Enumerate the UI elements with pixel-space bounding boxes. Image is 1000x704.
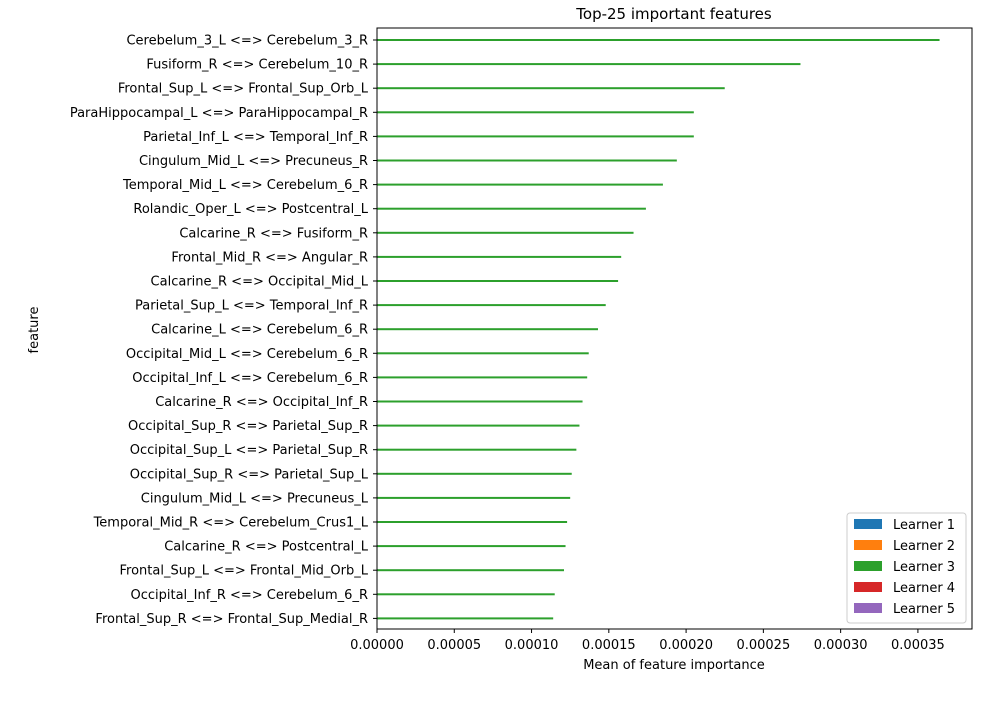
y-tick-label: Calcarine_L <=> Cerebelum_6_R bbox=[151, 323, 368, 338]
legend-label-1: Learner 1 bbox=[893, 518, 955, 533]
y-tick-label: Frontal_Mid_R <=> Angular_R bbox=[171, 250, 368, 265]
bars-group bbox=[377, 39, 940, 620]
y-tick-label: Fusiform_R <=> Cerebelum_10_R bbox=[146, 58, 368, 73]
y-tick-label: Parietal_Sup_L <=> Temporal_Inf_R bbox=[135, 299, 368, 314]
bar-learner-3-10 bbox=[377, 280, 619, 282]
legend-label-3: Learner 3 bbox=[893, 560, 955, 575]
y-tick-label: Occipital_Inf_L <=> Cerebelum_6_R bbox=[132, 371, 368, 386]
x-ticks-group: 0.00000 0.00005 0.00010 0.00015 0.00020 0.000… bbox=[350, 629, 945, 653]
y-tick-label: Cingulum_Mid_L <=> Precuneus_R bbox=[139, 154, 368, 169]
bar-learner-3-3 bbox=[377, 111, 694, 114]
y-tick-label: Rolandic_Oper_L <=> Postcentral_L bbox=[133, 202, 368, 217]
x-tick-label: 0.00020 bbox=[659, 638, 713, 653]
y-tick-label: Frontal_Sup_L <=> Frontal_Sup_Orb_L bbox=[118, 82, 369, 97]
y-tick-label: Occipital_Inf_R <=> Cerebelum_6_R bbox=[130, 588, 368, 603]
y-tick-label: Parietal_Inf_L <=> Temporal_Inf_R bbox=[143, 130, 368, 145]
bar-learner-3-20 bbox=[377, 521, 568, 523]
bar-learner-3-22 bbox=[377, 569, 564, 572]
y-tick-label: Frontal_Sup_R <=> Frontal_Sup_Medial_R bbox=[95, 612, 368, 627]
bar-learner-3-11 bbox=[377, 304, 606, 307]
plot-frame bbox=[376, 27, 973, 630]
y-axis-label: feature bbox=[27, 307, 42, 354]
y-tick-label: Occipital_Mid_L <=> Cerebelum_6_R bbox=[126, 347, 368, 362]
bar-learner-3-8 bbox=[377, 231, 634, 234]
x-tick-label: 0.00000 bbox=[350, 638, 404, 653]
x-tick-label: 0.00010 bbox=[505, 638, 559, 653]
y-tick-label: Calcarine_R <=> Fusiform_R bbox=[179, 226, 368, 241]
y-ticks-group: Cerebelum_3_L <=> Cerebelum_3_R Fusiform_… bbox=[70, 34, 377, 627]
legend-swatch-2 bbox=[854, 540, 882, 550]
bar-learner-3-1 bbox=[377, 63, 801, 66]
bar-learner-3-12 bbox=[377, 328, 598, 331]
bar-learner-3-14 bbox=[377, 376, 588, 379]
y-tick-label: Temporal_Mid_R <=> Cerebelum_Crus1_L bbox=[93, 516, 369, 531]
x-tick-label: 0.00025 bbox=[736, 638, 790, 653]
y-tick-label: Frontal_Sup_L <=> Frontal_Mid_Orb_L bbox=[120, 564, 369, 579]
legend-label-4: Learner 4 bbox=[893, 581, 955, 596]
bar-learner-3-15 bbox=[377, 400, 583, 403]
y-tick-label: Cerebelum_3_L <=> Cerebelum_3_R bbox=[126, 34, 368, 49]
bar-learner-3-19 bbox=[377, 496, 571, 499]
bar-learner-3-17 bbox=[377, 448, 577, 451]
y-tick-label: Temporal_Mid_L <=> Cerebelum_6_R bbox=[122, 178, 368, 193]
y-tick-label: Calcarine_R <=> Postcentral_L bbox=[164, 540, 369, 555]
x-axis-label: Mean of feature importance bbox=[583, 658, 765, 673]
bar-learner-3-23 bbox=[377, 593, 555, 596]
legend-label-2: Learner 2 bbox=[893, 539, 955, 554]
bar-learner-3-0 bbox=[377, 39, 940, 41]
legend: Learner 1 Learner 2 Learner 3 Learner 4 Lear… bbox=[846, 512, 967, 624]
bar-learner-3-16 bbox=[377, 424, 580, 427]
bar-learner-3-13 bbox=[377, 352, 589, 355]
bar-learner-3-4 bbox=[377, 135, 694, 138]
y-tick-label: Occipital_Sup_L <=> Parietal_Sup_R bbox=[130, 443, 368, 458]
legend-swatch-1 bbox=[854, 519, 882, 529]
legend-label-5: Learner 5 bbox=[893, 602, 955, 617]
legend-swatch-5 bbox=[854, 603, 882, 613]
legend-swatch-4 bbox=[854, 582, 882, 592]
x-tick-label: 0.00005 bbox=[427, 638, 481, 653]
bar-learner-3-9 bbox=[377, 255, 622, 258]
bar-learner-3-18 bbox=[377, 472, 572, 475]
y-tick-label: Occipital_Sup_R <=> Parietal_Sup_L bbox=[130, 467, 369, 482]
y-tick-label: ParaHippocampal_L <=> ParaHippocampal_R bbox=[70, 106, 368, 121]
x-tick-label: 0.00030 bbox=[814, 638, 868, 653]
y-tick-label: Cingulum_Mid_L <=> Precuneus_L bbox=[141, 491, 369, 506]
y-tick-label: Calcarine_R <=> Occipital_Inf_R bbox=[155, 395, 368, 410]
bar-learner-3-2 bbox=[377, 87, 725, 90]
y-tick-label: Occipital_Sup_R <=> Parietal_Sup_R bbox=[128, 419, 368, 434]
x-tick-label: 0.00035 bbox=[891, 638, 945, 653]
bar-learner-3-6 bbox=[377, 183, 663, 186]
bar-learner-3-5 bbox=[377, 159, 677, 162]
bar-learner-3-21 bbox=[377, 545, 566, 548]
y-tick-label: Calcarine_R <=> Occipital_Mid_L bbox=[151, 275, 369, 290]
legend-swatch-3 bbox=[854, 561, 882, 571]
bar-learner-3-24 bbox=[377, 617, 554, 620]
x-tick-label: 0.00015 bbox=[582, 638, 636, 653]
chart-title: Top-25 important features bbox=[575, 5, 772, 23]
bar-learner-3-7 bbox=[377, 207, 646, 210]
